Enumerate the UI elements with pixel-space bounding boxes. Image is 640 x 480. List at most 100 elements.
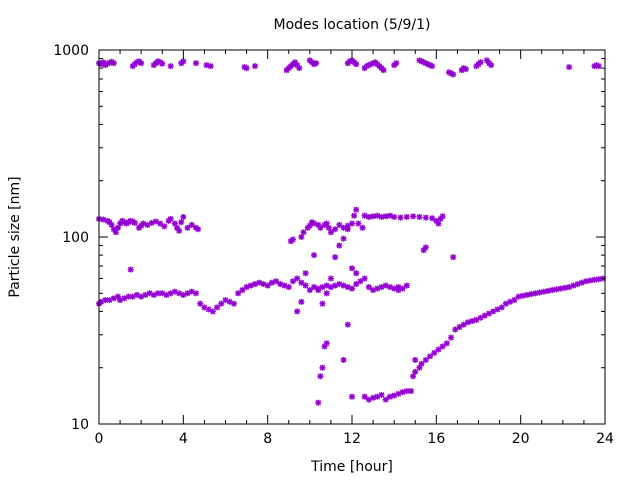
data-point [117, 297, 124, 304]
data-point [561, 284, 568, 291]
data-point [380, 67, 387, 74]
data-point [313, 60, 320, 67]
x-tick-label: 4 [179, 431, 188, 447]
data-point [306, 287, 313, 294]
data-point [203, 62, 210, 69]
data-point [349, 265, 355, 272]
data-point [340, 356, 347, 363]
data-point [218, 300, 225, 307]
data-point [344, 226, 351, 233]
data-point [448, 334, 455, 341]
data-point [298, 279, 305, 286]
data-point [323, 340, 330, 347]
data-point [353, 270, 360, 277]
data-point [477, 59, 484, 66]
data-point [353, 61, 360, 68]
data-point [289, 278, 296, 285]
data-point [395, 284, 402, 291]
data-point [176, 227, 183, 234]
data-point [344, 321, 351, 328]
data-point [498, 304, 505, 311]
data-point [378, 213, 385, 220]
data-point [566, 64, 573, 71]
data-point [403, 282, 410, 289]
data-point [167, 290, 174, 297]
data-point [382, 396, 389, 403]
data-point [545, 287, 552, 294]
data-point [319, 364, 326, 371]
data-point [429, 215, 436, 222]
x-axis: 0 4 8 12 16 20 24 [95, 50, 614, 447]
data-point [403, 213, 410, 220]
data-point [336, 221, 343, 228]
chart-title: Modes location (5/9/1) [274, 17, 431, 33]
data-point [243, 65, 250, 72]
data-point [195, 226, 202, 233]
x-tick-label: 20 [512, 431, 530, 447]
data-point [167, 215, 174, 222]
data-point [418, 360, 425, 367]
data-point [427, 353, 434, 360]
data-point [159, 60, 166, 67]
data-point [332, 254, 339, 261]
data-point [439, 213, 446, 220]
data-point [462, 66, 469, 73]
data-point [239, 287, 246, 294]
data-point [273, 278, 280, 285]
data-point [439, 343, 446, 350]
data-point [197, 300, 204, 307]
data-point [298, 234, 305, 240]
y-axis: 10 100 1000 [53, 43, 605, 433]
data-point [127, 266, 134, 273]
data-point [235, 290, 242, 297]
data-point [450, 71, 457, 78]
data-point [311, 252, 318, 259]
data-point [399, 285, 406, 292]
data-point [523, 291, 530, 298]
x-tick-label: 12 [343, 431, 361, 447]
data-point [178, 219, 185, 226]
data-point [422, 214, 429, 221]
data-point [412, 368, 419, 375]
data-point [121, 295, 128, 302]
data-point [435, 346, 442, 353]
x-tick-label: 8 [263, 431, 272, 447]
data-point [549, 287, 556, 294]
data-points [96, 57, 606, 406]
data-point [393, 60, 400, 67]
data-point [349, 220, 355, 227]
y-axis-label: Particle size [nm] [7, 176, 23, 297]
data-point [365, 213, 372, 220]
data-point [323, 290, 330, 297]
data-point [184, 224, 191, 231]
data-point [102, 297, 109, 304]
data-point [397, 214, 404, 221]
data-point [435, 220, 442, 227]
data-point [349, 393, 355, 400]
data-point [317, 224, 324, 231]
data-point [285, 284, 292, 291]
data-point [157, 220, 164, 227]
data-point [357, 278, 364, 285]
y-tick-label: 10 [71, 417, 89, 433]
data-point [553, 286, 560, 293]
data-point [207, 63, 214, 70]
data-point [327, 275, 334, 282]
data-point [353, 281, 360, 288]
data-point [361, 393, 368, 400]
data-point [408, 388, 415, 395]
data-point [361, 275, 368, 282]
data-point [300, 229, 307, 236]
data-point [332, 226, 339, 233]
data-point [595, 63, 602, 70]
data-point [209, 308, 216, 315]
data-point [443, 340, 450, 347]
y-tick-label: 100 [62, 230, 89, 246]
data-point [192, 290, 199, 297]
data-point [528, 291, 535, 298]
data-point [349, 285, 355, 292]
data-point [370, 394, 377, 401]
data-point [294, 275, 301, 282]
x-tick-label: 24 [596, 431, 614, 447]
